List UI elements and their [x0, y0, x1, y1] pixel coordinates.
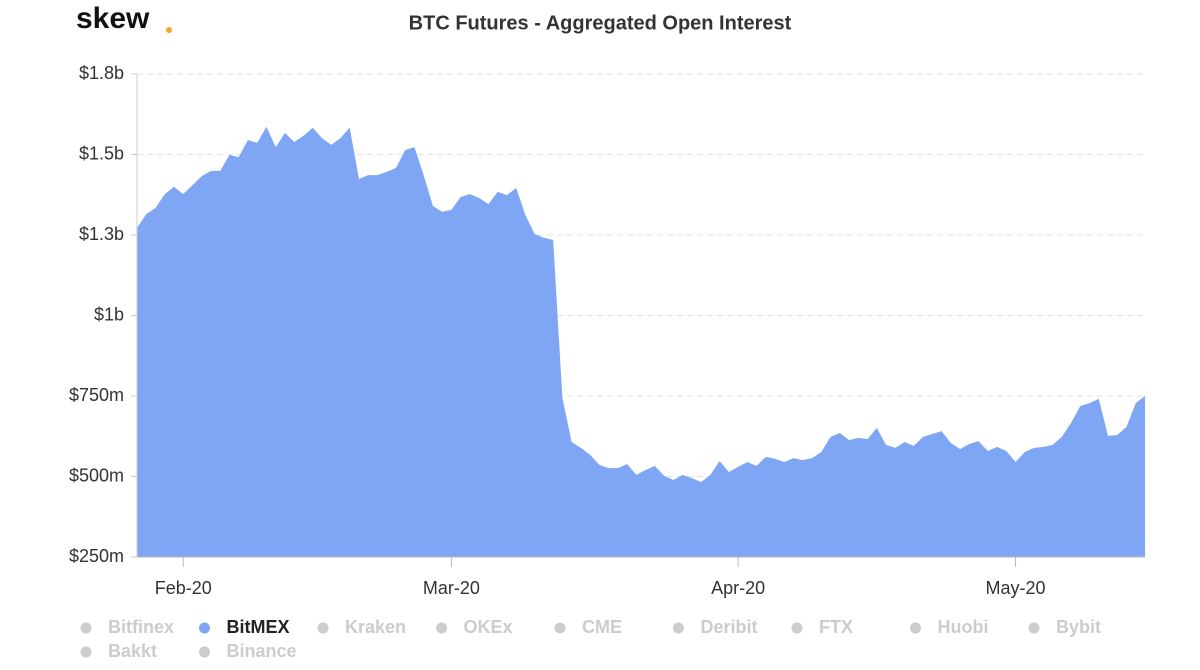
- legend-label[interactable]: Bakkt: [108, 641, 157, 661]
- legend-label[interactable]: Kraken: [345, 617, 406, 637]
- legend-marker: [791, 622, 803, 634]
- legend-marker: [199, 646, 210, 658]
- x-tick-label: May-20: [986, 578, 1046, 598]
- legend-label[interactable]: Bitfinex: [108, 617, 174, 637]
- legend-marker: [199, 622, 210, 634]
- y-tick-label: $250m: [69, 546, 124, 566]
- legend-label[interactable]: Binance: [227, 641, 297, 661]
- logo: skew: [76, 2, 150, 35]
- legend-label[interactable]: Huobi: [938, 617, 989, 637]
- legend-marker: [80, 646, 92, 658]
- legend-label[interactable]: OKEx: [464, 617, 513, 637]
- y-tick-label: $750m: [69, 385, 124, 405]
- legend-marker: [910, 622, 921, 634]
- legend-marker: [1028, 622, 1040, 634]
- area: [137, 126, 1145, 558]
- y-tick-label: $1b: [94, 304, 124, 324]
- x-tick-label: Apr-20: [711, 578, 765, 598]
- legend-marker: [436, 622, 447, 634]
- legend-label[interactable]: CME: [582, 617, 622, 637]
- x-tick-label: Feb-20: [155, 578, 212, 598]
- legend-marker: [554, 622, 566, 634]
- x-tick-label: Mar-20: [423, 578, 480, 598]
- legend-label[interactable]: Bybit: [1056, 617, 1101, 637]
- chart-title: BTC Futures - Aggregated Open Interest: [409, 12, 792, 34]
- y-tick-label: $1.5b: [79, 143, 124, 163]
- legend-marker: [317, 622, 329, 634]
- y-tick-label: $500m: [69, 465, 124, 485]
- legend-label[interactable]: FTX: [819, 617, 853, 637]
- y-tick-label: $1.3b: [79, 224, 124, 244]
- legend-marker: [673, 622, 684, 634]
- logo-dot: [166, 27, 172, 33]
- y-tick-label: $1.8b: [79, 63, 124, 83]
- legend-marker: [80, 622, 92, 634]
- legend-label[interactable]: BitMEX: [227, 617, 290, 637]
- legend-label[interactable]: Deribit: [701, 617, 758, 637]
